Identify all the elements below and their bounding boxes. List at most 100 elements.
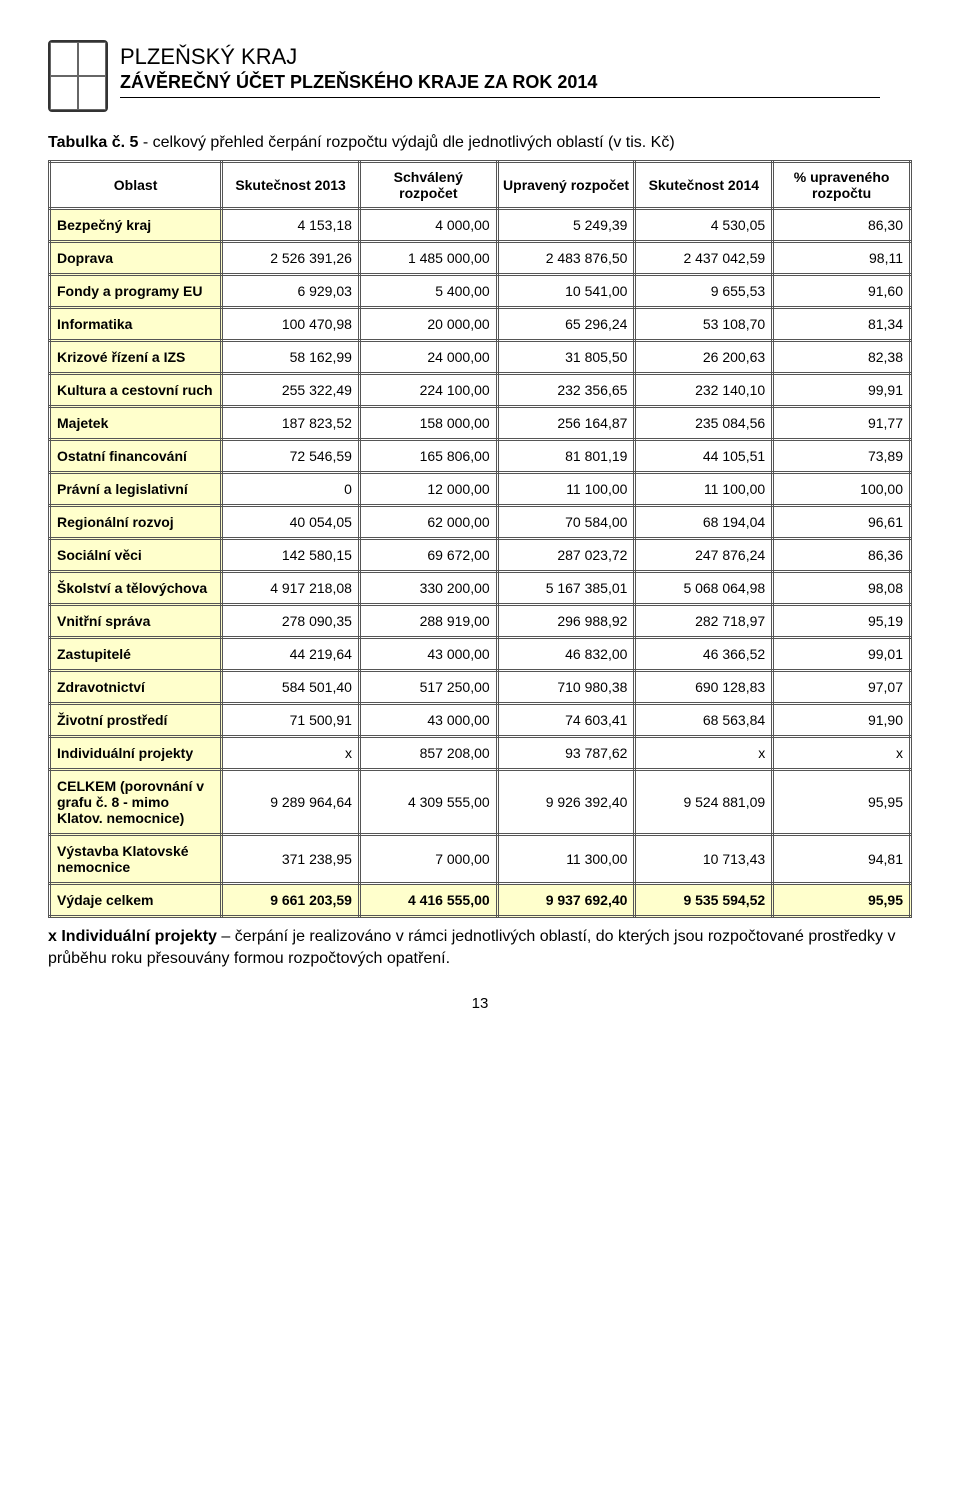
cell-value: 4 416 555,00 — [359, 884, 497, 917]
row-label: Ostatní financování — [50, 440, 222, 473]
row-label: Životní prostředí — [50, 704, 222, 737]
cell-value: 11 300,00 — [497, 835, 635, 884]
cell-value: 91,90 — [773, 704, 911, 737]
row-label: Sociální věci — [50, 539, 222, 572]
cell-value: 9 289 964,64 — [222, 770, 360, 835]
cell-value: 10 541,00 — [497, 275, 635, 308]
cell-value: 69 672,00 — [359, 539, 497, 572]
cell-value: 2 526 391,26 — [222, 242, 360, 275]
cell-value: 9 926 392,40 — [497, 770, 635, 835]
cell-value: 100 470,98 — [222, 308, 360, 341]
cell-value: 187 823,52 — [222, 407, 360, 440]
cell-value: 91,60 — [773, 275, 911, 308]
cell-value: 46 832,00 — [497, 638, 635, 671]
table-row: Ostatní financování72 546,59165 806,0081… — [50, 440, 911, 473]
cell-value: 4 153,18 — [222, 209, 360, 242]
row-label: Výstavba Klatovské nemocnice — [50, 835, 222, 884]
cell-value: 278 090,35 — [222, 605, 360, 638]
cell-value: x — [635, 737, 773, 770]
cell-value: 94,81 — [773, 835, 911, 884]
table-row: Bezpečný kraj4 153,184 000,005 249,394 5… — [50, 209, 911, 242]
cell-value: 98,08 — [773, 572, 911, 605]
cell-value: x — [773, 737, 911, 770]
cell-value: 5 167 385,01 — [497, 572, 635, 605]
cell-value: 86,30 — [773, 209, 911, 242]
cell-value: 517 250,00 — [359, 671, 497, 704]
cell-value: 371 238,95 — [222, 835, 360, 884]
cell-value: 95,95 — [773, 770, 911, 835]
cell-value: 857 208,00 — [359, 737, 497, 770]
col-skut-2013: Skutečnost 2013 — [222, 162, 360, 209]
table-total-row: Výdaje celkem9 661 203,594 416 555,009 9… — [50, 884, 911, 917]
cell-value: 97,07 — [773, 671, 911, 704]
cell-value: 72 546,59 — [222, 440, 360, 473]
budget-table: Oblast Skutečnost 2013 Schválený rozpoče… — [48, 160, 912, 918]
table-row: Krizové řízení a IZS58 162,9924 000,0031… — [50, 341, 911, 374]
col-skut-2014: Skutečnost 2014 — [635, 162, 773, 209]
table-row: Individuální projektyx857 208,0093 787,6… — [50, 737, 911, 770]
cell-value: 74 603,41 — [497, 704, 635, 737]
cell-value: 24 000,00 — [359, 341, 497, 374]
table-row: Kultura a cestovní ruch255 322,49224 100… — [50, 374, 911, 407]
cell-value: 95,19 — [773, 605, 911, 638]
table-row: Majetek187 823,52158 000,00256 164,87235… — [50, 407, 911, 440]
cell-value: 91,77 — [773, 407, 911, 440]
cell-value: 4 000,00 — [359, 209, 497, 242]
cell-value: 9 535 594,52 — [635, 884, 773, 917]
cell-value: 70 584,00 — [497, 506, 635, 539]
cell-value: 232 356,65 — [497, 374, 635, 407]
cell-value: 71 500,91 — [222, 704, 360, 737]
footnote-bold: x Individuální projekty — [48, 928, 217, 945]
cell-value: 256 164,87 — [497, 407, 635, 440]
cell-value: 99,01 — [773, 638, 911, 671]
row-label: Kultura a cestovní ruch — [50, 374, 222, 407]
cell-value: 9 937 692,40 — [497, 884, 635, 917]
table-row: Vnitřní správa278 090,35288 919,00296 98… — [50, 605, 911, 638]
cell-value: 65 296,24 — [497, 308, 635, 341]
row-label: Individuální projekty — [50, 737, 222, 770]
cell-value: 82,38 — [773, 341, 911, 374]
cell-value: 690 128,83 — [635, 671, 773, 704]
document-title: ZÁVĚREČNÝ ÚČET PLZEŇSKÉHO KRAJE ZA ROK 2… — [120, 72, 880, 98]
table-row: Právní a legislativní012 000,0011 100,00… — [50, 473, 911, 506]
cell-value: 99,91 — [773, 374, 911, 407]
cell-value: 20 000,00 — [359, 308, 497, 341]
col-schvaleny: Schválený rozpočet — [359, 162, 497, 209]
footnote: x Individuální projekty – čerpání je rea… — [48, 926, 912, 969]
cell-value: 93 787,62 — [497, 737, 635, 770]
cell-value: 232 140,10 — [635, 374, 773, 407]
cell-value: 44 105,51 — [635, 440, 773, 473]
row-label: Majetek — [50, 407, 222, 440]
cell-value: 11 100,00 — [497, 473, 635, 506]
row-label: CELKEM (porovnání v grafu č. 8 - mimo Kl… — [50, 770, 222, 835]
cell-value: 247 876,24 — [635, 539, 773, 572]
cell-value: 43 000,00 — [359, 704, 497, 737]
cell-value: 43 000,00 — [359, 638, 497, 671]
cell-value: 6 929,03 — [222, 275, 360, 308]
table-row: Výstavba Klatovské nemocnice371 238,957 … — [50, 835, 911, 884]
page-number: 13 — [48, 995, 912, 1012]
cell-value: 4 309 555,00 — [359, 770, 497, 835]
row-label: Zastupitelé — [50, 638, 222, 671]
cell-value: 86,36 — [773, 539, 911, 572]
cell-value: 296 988,92 — [497, 605, 635, 638]
cell-value: 68 194,04 — [635, 506, 773, 539]
cell-value: 81,34 — [773, 308, 911, 341]
row-label: Výdaje celkem — [50, 884, 222, 917]
cell-value: x — [222, 737, 360, 770]
row-label: Bezpečný kraj — [50, 209, 222, 242]
cell-value: 5 249,39 — [497, 209, 635, 242]
document-header: PLZEŇSKÝ KRAJ ZÁVĚREČNÝ ÚČET PLZEŇSKÉHO … — [48, 40, 912, 112]
caption-number: Tabulka č. 5 — [48, 134, 138, 151]
table-caption: Tabulka č. 5 - celkový přehled čerpání r… — [48, 134, 912, 152]
row-label: Krizové řízení a IZS — [50, 341, 222, 374]
cell-value: 98,11 — [773, 242, 911, 275]
cell-value: 710 980,38 — [497, 671, 635, 704]
cell-value: 282 718,97 — [635, 605, 773, 638]
cell-value: 11 100,00 — [635, 473, 773, 506]
row-label: Vnitřní správa — [50, 605, 222, 638]
col-upraveny: Upravený rozpočet — [497, 162, 635, 209]
cell-value: 287 023,72 — [497, 539, 635, 572]
cell-value: 330 200,00 — [359, 572, 497, 605]
row-label: Fondy a programy EU — [50, 275, 222, 308]
